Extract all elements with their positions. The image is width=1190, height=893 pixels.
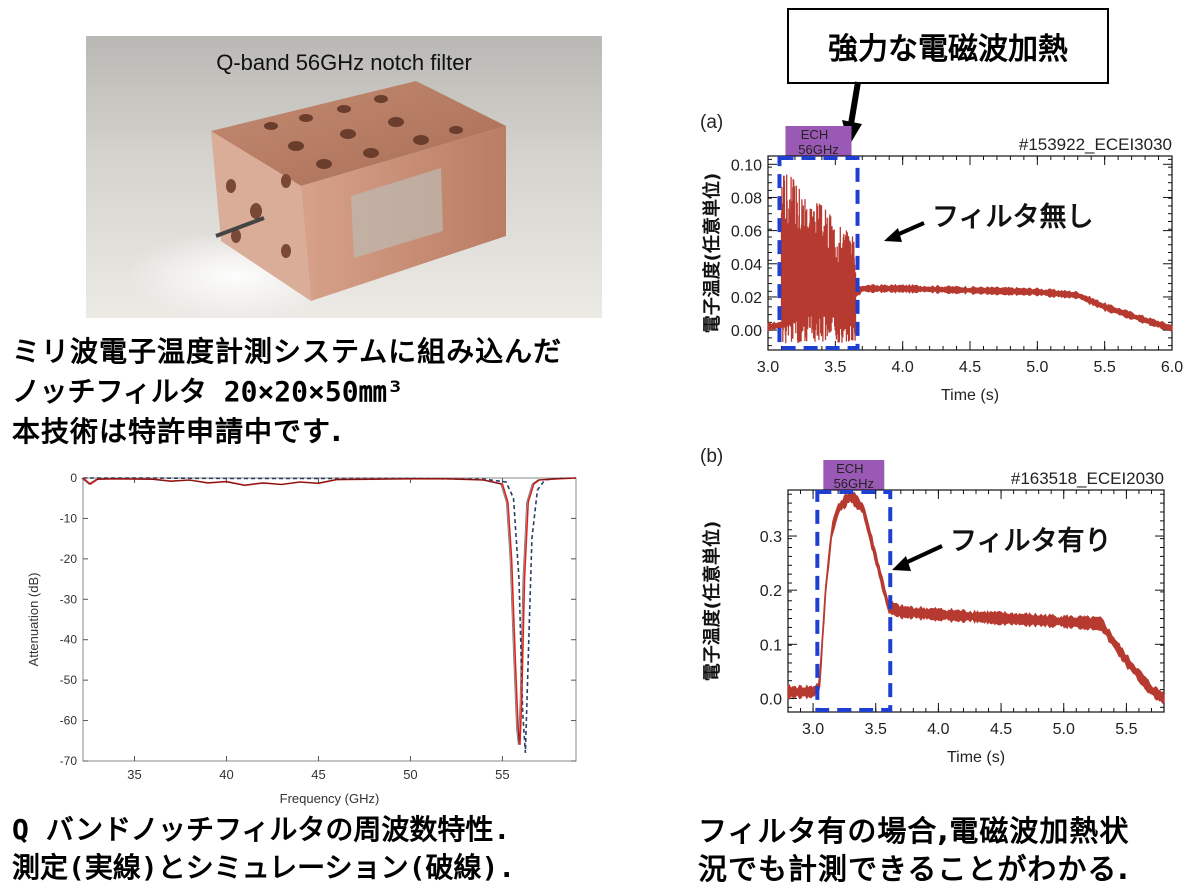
x-tick-label: 6.0 (1161, 359, 1183, 376)
x-tick-label: 5.0 (1053, 721, 1075, 738)
ech-label: ECH (836, 461, 863, 476)
x-tick-label: 3.5 (824, 359, 846, 376)
ech-frequency-label: 56GHz (834, 476, 874, 491)
y-tick-label: 0.10 (731, 157, 762, 174)
ech-frequency-label: 56GHz (798, 142, 838, 157)
filter-block-illustration (126, 81, 506, 318)
freq-y-tick-label: -40 (60, 633, 78, 647)
plot-frame (787, 489, 1165, 713)
heating-callout: 強力な電磁波加熱 (787, 8, 1109, 84)
x-tick-label: 3.5 (865, 721, 887, 738)
y-tick-label: 0.06 (731, 224, 762, 241)
freq-x-tick-label: 35 (127, 767, 141, 782)
description-line-2: ノッチフィルタ 20×20×50㎜³ (12, 375, 404, 408)
y-tick-label: 0.2 (760, 583, 782, 600)
result-caption-2: 況でも計測できることがわかる. (698, 852, 1130, 886)
y-tick-label: 0.3 (760, 529, 782, 546)
y-tick-label: 0.00 (731, 323, 762, 340)
x-tick-label: 5.0 (1026, 359, 1048, 376)
frequency-response-chart: 0 -10 -20 -30 -40 -50 -60 -70 35 40 45 50 55 Frequenc… (26, 471, 577, 806)
shot-title: #153922_ECEI3030 (1019, 135, 1172, 154)
freq-y-tick-label: -60 (60, 714, 78, 728)
ech-indicator (785, 126, 852, 156)
freq-y-tick-label: -10 (60, 511, 78, 525)
shot-title: #163518_ECEI2030 (1011, 469, 1164, 488)
panel-label: (a) (700, 112, 723, 133)
x-tick-label: 4.0 (927, 721, 949, 738)
y-tick-label: 0.04 (731, 257, 762, 274)
filter-photo: Q-band 56GHz notch filter (86, 36, 602, 318)
freq-x-tick-label: 55 (495, 767, 509, 782)
freq-x-tick-label: 45 (311, 767, 325, 782)
x-tick-label: 5.5 (1115, 721, 1137, 738)
freq-y-tick-label: -20 (60, 552, 78, 566)
freq-x-tick-label: 40 (219, 767, 233, 782)
freq-x-axis-label: Frequency (GHz) (280, 791, 380, 806)
ech-label: ECH (801, 127, 828, 142)
y-tick-label: 0.1 (760, 637, 782, 654)
result-caption-1: フィルタ有の場合,電磁波加熱状 (698, 814, 1130, 848)
x-tick-label: 5.5 (1094, 359, 1116, 376)
annotation-arrow-head (884, 228, 902, 242)
y-tick-label: 0.08 (731, 190, 762, 207)
trace-band (787, 489, 1165, 704)
x-tick-label: 3.0 (757, 359, 779, 376)
trace-band (767, 283, 1173, 332)
photo-caption: Q-band 56GHz notch filter (216, 50, 472, 75)
y-axis-label: 電子温度(任意単位) (701, 173, 723, 333)
ech-window-dashed (777, 156, 860, 350)
trace-noisy-segment (780, 174, 857, 344)
series-measured-overlay (81, 477, 575, 745)
description-line-1: ミリ波電子温度計測システムに組み込んだ (12, 335, 563, 368)
y-axis-label: 電子温度(任意単位) (701, 521, 723, 681)
series-simulated (83, 477, 577, 753)
freq-y-tick-label: -70 (60, 754, 78, 768)
annotation-arrow-head (892, 556, 911, 571)
y-tick-label: 0.0 (760, 691, 782, 708)
annotation-arrow-line (902, 544, 943, 566)
freq-y-tick-label: 0 (70, 471, 77, 485)
description-line-3: 本技術は特許申請中です. (12, 415, 343, 448)
x-tick-label: 4.5 (990, 721, 1012, 738)
annotation-with-filter: フィルタ有り (950, 526, 1111, 557)
freq-caption-1: Q バンドノッチフィルタの周波数特性. (12, 813, 511, 846)
ech-window-dashed (815, 490, 893, 712)
freq-y-tick-label: -30 (60, 592, 78, 606)
panel-label: (b) (700, 446, 723, 467)
freq-plot-frame (82, 477, 577, 762)
x-tick-label: 4.5 (959, 359, 981, 376)
callout-text: 強力な電磁波加熱 (828, 32, 1068, 67)
freq-x-tick-label: 50 (403, 767, 417, 782)
freq-y-axis-label: Attenuation (dB) (26, 573, 41, 667)
ech-indicator (823, 460, 885, 490)
x-tick-label: 4.0 (892, 359, 914, 376)
y-tick-label: 0.02 (731, 290, 762, 307)
x-tick-label: 3.0 (802, 721, 824, 738)
x-axis-label: Time (s) (941, 387, 999, 404)
x-axis-label: Time (s) (947, 749, 1005, 766)
freq-y-tick-label: -50 (60, 673, 78, 687)
annotation-no-filter: フィルタ無し (932, 202, 1093, 233)
freq-caption-2: 測定(実線)とシミュレーション(破線). (12, 851, 516, 884)
